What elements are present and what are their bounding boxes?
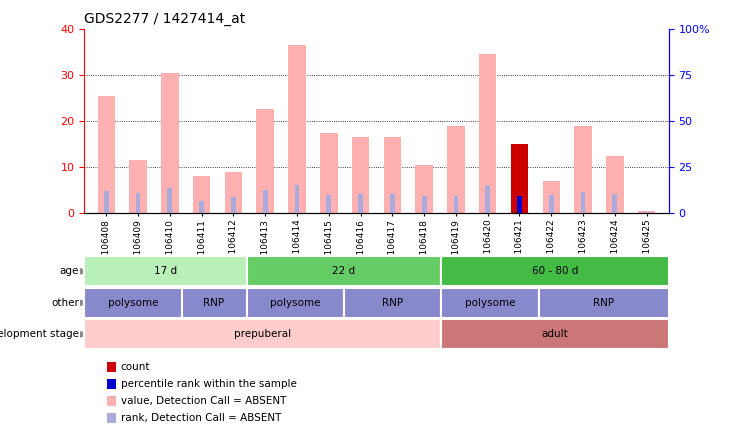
- Text: polysome: polysome: [270, 298, 320, 308]
- Bar: [320, 132, 338, 213]
- Bar: [358, 194, 363, 213]
- Bar: [549, 195, 553, 213]
- Text: RNP: RNP: [203, 298, 224, 308]
- Text: 17 d: 17 d: [154, 266, 177, 276]
- Bar: [193, 176, 211, 213]
- Bar: [352, 137, 369, 213]
- Bar: [580, 192, 586, 213]
- Bar: [288, 45, 306, 213]
- Bar: [161, 73, 178, 213]
- Bar: [129, 160, 147, 213]
- Text: RNP: RNP: [382, 298, 404, 308]
- Bar: [104, 191, 109, 213]
- Bar: [644, 212, 649, 213]
- Text: RNP: RNP: [594, 298, 615, 308]
- Bar: [485, 186, 490, 213]
- Bar: [606, 155, 624, 213]
- Text: other: other: [51, 298, 79, 308]
- Bar: [167, 188, 173, 213]
- Bar: [415, 165, 433, 213]
- Bar: [327, 195, 331, 213]
- Bar: [97, 95, 115, 213]
- Bar: [200, 201, 204, 213]
- Text: count: count: [121, 362, 150, 372]
- Bar: [575, 126, 592, 213]
- Text: polysome: polysome: [465, 298, 515, 308]
- Text: development stage: development stage: [0, 329, 79, 339]
- Bar: [517, 196, 522, 213]
- Bar: [263, 190, 268, 213]
- Bar: [390, 194, 395, 213]
- Bar: [422, 196, 426, 213]
- Bar: [453, 196, 458, 213]
- Polygon shape: [80, 332, 88, 337]
- Text: GDS2277 / 1427414_at: GDS2277 / 1427414_at: [84, 12, 246, 27]
- Text: 60 - 80 d: 60 - 80 d: [532, 266, 578, 276]
- Text: age: age: [59, 266, 79, 276]
- Text: polysome: polysome: [107, 298, 158, 308]
- Polygon shape: [80, 269, 88, 274]
- Text: prepuberal: prepuberal: [234, 329, 292, 339]
- Bar: [295, 185, 300, 213]
- Bar: [447, 126, 465, 213]
- Text: rank, Detection Call = ABSENT: rank, Detection Call = ABSENT: [121, 413, 281, 423]
- Bar: [224, 172, 242, 213]
- Bar: [542, 181, 560, 213]
- Text: adult: adult: [542, 329, 569, 339]
- Text: 22 d: 22 d: [333, 266, 355, 276]
- Bar: [384, 137, 401, 213]
- Bar: [511, 144, 529, 213]
- Bar: [136, 193, 140, 213]
- Text: percentile rank within the sample: percentile rank within the sample: [121, 379, 297, 389]
- Bar: [613, 194, 617, 213]
- Bar: [257, 110, 274, 213]
- Text: value, Detection Call = ABSENT: value, Detection Call = ABSENT: [121, 396, 286, 406]
- Polygon shape: [80, 300, 88, 305]
- Bar: [479, 54, 496, 213]
- Bar: [638, 211, 656, 213]
- Bar: [231, 198, 236, 213]
